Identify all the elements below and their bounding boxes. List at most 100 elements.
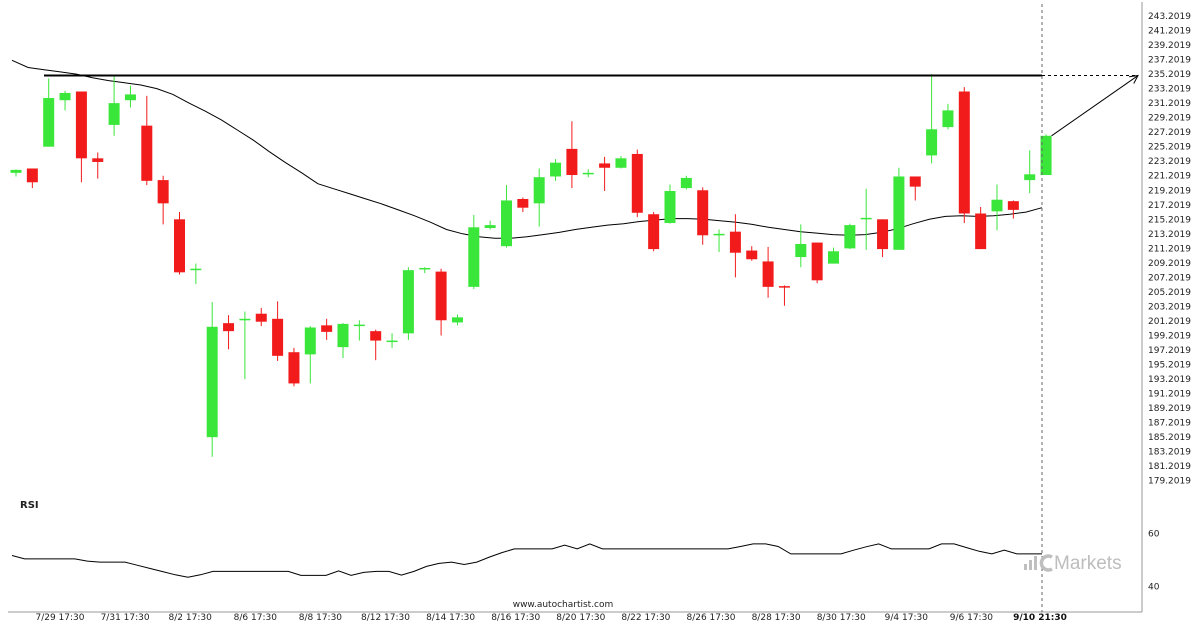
candle-bear bbox=[223, 323, 235, 332]
candles-layer bbox=[10, 74, 1052, 457]
candle-bull bbox=[664, 190, 676, 223]
candle-bear bbox=[174, 219, 185, 273]
time-tick-label: 8/6 17:30 bbox=[234, 613, 278, 623]
brand-text: Markets bbox=[1054, 553, 1122, 574]
time-tick-label: 9/6 17:30 bbox=[950, 613, 994, 623]
candle-bull bbox=[124, 94, 136, 101]
candle-bear bbox=[729, 231, 741, 253]
logo-bar-1 bbox=[1024, 564, 1027, 570]
time-tick-label: 8/12 17:30 bbox=[361, 613, 410, 623]
time-axis: 7/29 17:30 7/31 17:30 8/2 17:30 8/6 17:30 8/… bbox=[35, 613, 1066, 623]
time-tick-label: 8/26 17:30 bbox=[686, 613, 735, 623]
price-axis: 243.2019 241.2019 239.2019 237.2019 235.2019… bbox=[1148, 12, 1191, 487]
price-tick-label: 227.2019 bbox=[1148, 128, 1191, 138]
candle-bull bbox=[43, 98, 55, 147]
price-tick-label: 197.2019 bbox=[1148, 346, 1191, 356]
price-tick-label: 237.2019 bbox=[1148, 56, 1191, 66]
candle-bear bbox=[92, 158, 104, 162]
candle-bull bbox=[190, 268, 202, 271]
price-tick-label: 223.2019 bbox=[1148, 157, 1191, 167]
rsi-tick-label: 40 bbox=[1148, 582, 1160, 592]
candle-bull bbox=[386, 340, 398, 343]
candle-bear bbox=[370, 331, 382, 341]
candle-bear bbox=[697, 190, 709, 236]
candle-bull bbox=[1024, 174, 1036, 181]
time-tick-label: 8/28 17:30 bbox=[752, 613, 801, 623]
price-tick-label: 181.2019 bbox=[1148, 462, 1191, 472]
candle-bull bbox=[402, 270, 414, 334]
candle-bear bbox=[975, 213, 987, 250]
candle-bull bbox=[893, 176, 905, 250]
candle-bear bbox=[648, 214, 660, 250]
time-tick-label: 8/16 17:30 bbox=[491, 613, 540, 623]
candle-bull bbox=[828, 251, 839, 264]
time-tick-label: 7/31 17:30 bbox=[101, 613, 150, 623]
candle-bear bbox=[877, 219, 889, 250]
candle-bear bbox=[811, 242, 823, 281]
candle-bear bbox=[599, 163, 611, 168]
candle-bull bbox=[942, 110, 954, 128]
logo-c-shape bbox=[1039, 554, 1053, 572]
candle-bull bbox=[926, 129, 938, 156]
price-tick-label: 183.2019 bbox=[1148, 448, 1191, 458]
candle-bear bbox=[958, 91, 970, 214]
candle-bull bbox=[468, 227, 480, 287]
candle-bear bbox=[157, 180, 169, 204]
candle-bull bbox=[533, 177, 545, 204]
price-tick-label: 225.2019 bbox=[1148, 143, 1191, 153]
candle-bull bbox=[108, 103, 120, 125]
candle-bear bbox=[321, 325, 333, 332]
price-tick-label: 193.2019 bbox=[1148, 375, 1191, 385]
candle-bull bbox=[337, 323, 349, 348]
candle-bull bbox=[1040, 135, 1052, 176]
candle-bull bbox=[451, 317, 463, 323]
price-tick-label: 205.2019 bbox=[1148, 288, 1191, 298]
price-tick-label: 231.2019 bbox=[1148, 99, 1191, 109]
logo-bar-3 bbox=[1034, 556, 1037, 570]
candle-bear bbox=[255, 313, 267, 322]
price-tick-label: 187.2019 bbox=[1148, 419, 1191, 429]
candle-bear bbox=[746, 250, 758, 260]
price-tick-label: 203.2019 bbox=[1148, 302, 1191, 312]
candle-bear bbox=[288, 352, 300, 384]
price-tick-label: 221.2019 bbox=[1148, 172, 1191, 182]
resistance-layer bbox=[44, 74, 1139, 137]
candle-bull bbox=[59, 92, 71, 101]
candle-bear bbox=[75, 91, 87, 159]
candle-bull bbox=[484, 225, 496, 229]
brand-logo: Markets bbox=[1024, 553, 1122, 574]
price-tick-label: 233.2019 bbox=[1148, 85, 1191, 95]
time-tick-label: 9/4 17:30 bbox=[885, 613, 929, 623]
price-tick-label: 201.2019 bbox=[1148, 317, 1191, 327]
moving-average-layer bbox=[11, 59, 1043, 239]
price-tick-label: 235.2019 bbox=[1148, 70, 1191, 80]
candle-bull bbox=[10, 169, 22, 173]
rsi-axis: 60 40 bbox=[1148, 530, 1160, 593]
price-tick-label: 199.2019 bbox=[1148, 331, 1191, 341]
candle-bull bbox=[582, 172, 594, 175]
candle-bull bbox=[550, 162, 562, 177]
candle-bull bbox=[239, 318, 251, 321]
candle-bull bbox=[713, 233, 725, 236]
time-tick-label: 8/20 17:30 bbox=[556, 613, 605, 623]
candle-bear bbox=[1007, 201, 1019, 210]
candle-bear bbox=[272, 318, 284, 356]
price-tick-label: 213.2019 bbox=[1148, 230, 1191, 240]
price-tick-label: 243.2019 bbox=[1148, 12, 1191, 22]
candle-bear bbox=[762, 261, 774, 287]
projection-arrow-head bbox=[1129, 74, 1139, 84]
candle-bull bbox=[795, 244, 807, 258]
time-tick-label-current: 9/10 21:30 bbox=[1013, 613, 1067, 623]
time-tick-label: 8/14 17:30 bbox=[426, 613, 475, 623]
candle-bear bbox=[631, 153, 643, 213]
candle-bear bbox=[566, 148, 578, 176]
candle-bear bbox=[26, 168, 38, 183]
time-tick-label: 8/2 17:30 bbox=[169, 613, 213, 623]
candle-bull bbox=[419, 267, 431, 270]
price-tick-label: 229.2019 bbox=[1148, 114, 1191, 124]
price-tick-label: 239.2019 bbox=[1148, 41, 1191, 51]
candle-bear bbox=[435, 271, 447, 321]
candle-bull bbox=[991, 199, 1003, 212]
watermark-url: www.autochartist.com bbox=[513, 600, 614, 610]
